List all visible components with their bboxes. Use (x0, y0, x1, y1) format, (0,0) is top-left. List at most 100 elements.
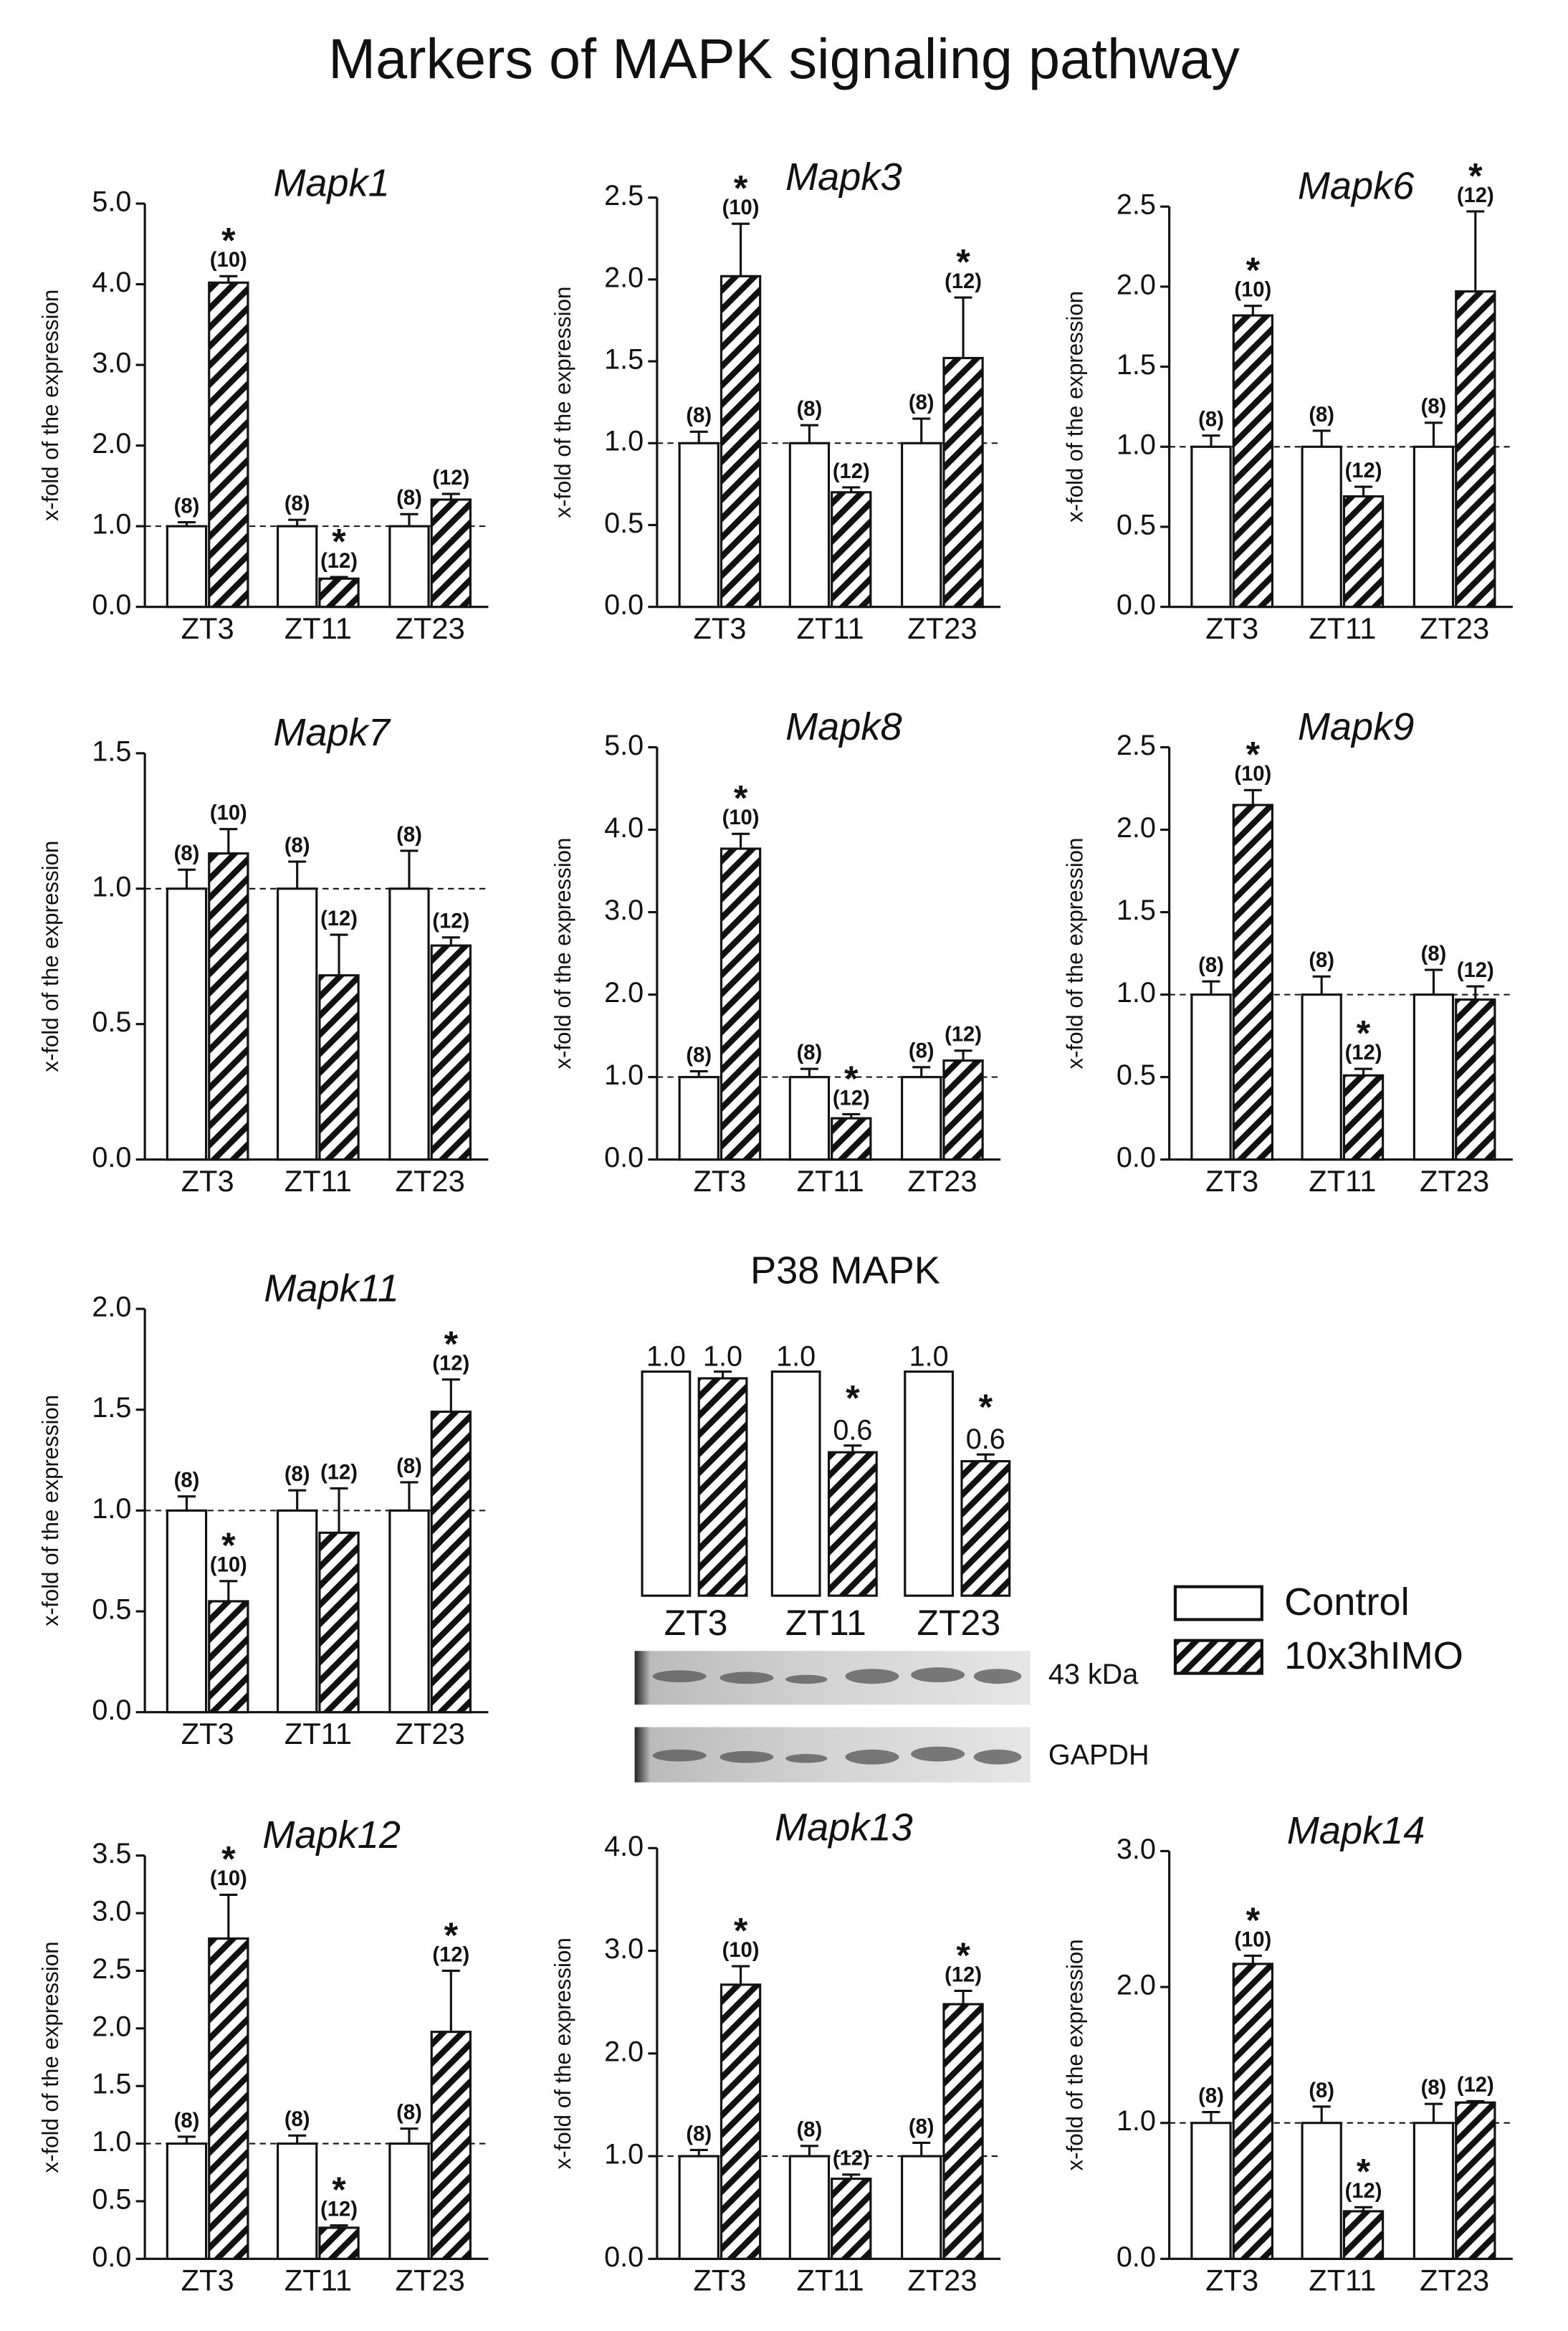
error-bar (177, 2135, 196, 2144)
n-label: (8) (285, 2108, 310, 2131)
y-tick-label: 0.5 (92, 2183, 131, 2215)
y-tick-label: 4.0 (604, 1831, 644, 1862)
y-tick-label: 0.0 (92, 1694, 131, 1726)
x-tick-label: ZT23 (396, 1717, 465, 1750)
bar (901, 2155, 942, 2260)
panel-title: Mapk6 (1298, 165, 1415, 208)
significance-star: * (734, 778, 748, 819)
y-tick-label: 2.5 (1117, 730, 1156, 761)
y-tick-label: 1.0 (1117, 2105, 1156, 2137)
y-tick-label: 2.5 (1117, 189, 1156, 221)
y-tick-label: 1.0 (1117, 977, 1156, 1009)
y-tick-label: 2.0 (604, 262, 644, 293)
y-tick-label: 1.5 (1117, 349, 1156, 381)
value-label: 1.0 (776, 1340, 816, 1372)
bar (697, 1377, 748, 1597)
bar (1232, 1963, 1273, 2260)
error-bar (842, 2173, 861, 2179)
bar (831, 2178, 872, 2260)
significance-star: * (444, 1915, 459, 1955)
bar (318, 2226, 360, 2260)
blot-label: GAPDH (1048, 1740, 1149, 1771)
error-bar (1466, 210, 1485, 292)
value-label: 1.0 (909, 1340, 949, 1372)
error-bar (288, 860, 307, 889)
y-axis-label: x-fold of the expression (1063, 291, 1088, 523)
y-tick-label: 4.0 (92, 267, 131, 298)
error-bar (1243, 1954, 1262, 1964)
y-axis-label: x-fold of the expression (550, 287, 575, 518)
x-tick-label: ZT11 (285, 1164, 352, 1198)
bar (388, 1509, 430, 1714)
n-label: (8) (909, 391, 934, 414)
y-tick-label: 2.0 (604, 2036, 644, 2067)
bar (831, 491, 872, 609)
error-bar (843, 1444, 862, 1453)
error-bar (219, 828, 238, 854)
n-label: (8) (285, 834, 310, 857)
bar (1301, 993, 1342, 1161)
bar (678, 1076, 720, 1161)
bar (1412, 2122, 1455, 2260)
error-bar (689, 1070, 708, 1077)
figure-title: Markers of MAPK signaling pathway (328, 27, 1240, 90)
bar (960, 1460, 1011, 1597)
error-bar (689, 2148, 708, 2157)
error-bar (177, 520, 196, 527)
error-bar (441, 936, 460, 946)
bar (318, 974, 360, 1161)
bar (678, 442, 720, 609)
bar (1455, 2101, 1496, 2260)
n-label: (12) (1345, 1041, 1382, 1064)
y-tick-label: 0.0 (1117, 2241, 1156, 2273)
bar (277, 2142, 318, 2260)
y-tick-label: 2.0 (1117, 269, 1156, 300)
error-bar (1202, 2110, 1220, 2123)
n-label: (8) (1198, 2084, 1224, 2107)
y-tick-label: 1.5 (92, 2069, 131, 2100)
y-tick-label: 1.0 (604, 2139, 644, 2170)
bar (166, 1509, 208, 1714)
error-bar (330, 1487, 348, 1533)
error-bar (400, 849, 419, 889)
panel-title: Mapk12 (262, 1813, 401, 1856)
bar (277, 525, 318, 609)
n-label: (12) (945, 270, 982, 293)
bar (277, 1509, 318, 1714)
significance-star: * (979, 1387, 993, 1427)
value-label: 0.6 (966, 1424, 1005, 1455)
bar (904, 1371, 955, 1597)
x-tick-label: ZT23 (907, 611, 977, 645)
error-bar (1466, 985, 1485, 1000)
bar (318, 1531, 360, 1714)
error-bar (1466, 2099, 1485, 2103)
bar (166, 887, 208, 1161)
error-bar (842, 486, 861, 492)
error-bar (441, 1378, 460, 1412)
error-bar (732, 832, 750, 849)
n-label: (12) (432, 1943, 469, 1966)
n-label: (8) (174, 495, 200, 518)
error-bar (954, 1989, 972, 2005)
error-bar (288, 1489, 307, 1511)
n-label: (10) (722, 196, 760, 219)
error-bar (732, 222, 750, 277)
panel-title: Mapk9 (1298, 705, 1415, 748)
value-label: 1.0 (646, 1340, 686, 1372)
y-axis-label: x-fold of the expression (38, 1941, 63, 2173)
error-bar (219, 275, 238, 283)
legend-swatch (1173, 1639, 1263, 1675)
y-tick-label: 0.0 (92, 1142, 131, 1173)
bar (720, 275, 762, 609)
n-label: (12) (320, 2198, 358, 2221)
significance-star: * (734, 168, 748, 209)
bar (1190, 445, 1232, 609)
n-label: (12) (833, 460, 870, 483)
error-bar (330, 576, 348, 579)
error-bar (689, 430, 708, 444)
significance-star: * (332, 521, 346, 561)
significance-star: * (956, 1935, 970, 1975)
bar (827, 1451, 878, 1597)
